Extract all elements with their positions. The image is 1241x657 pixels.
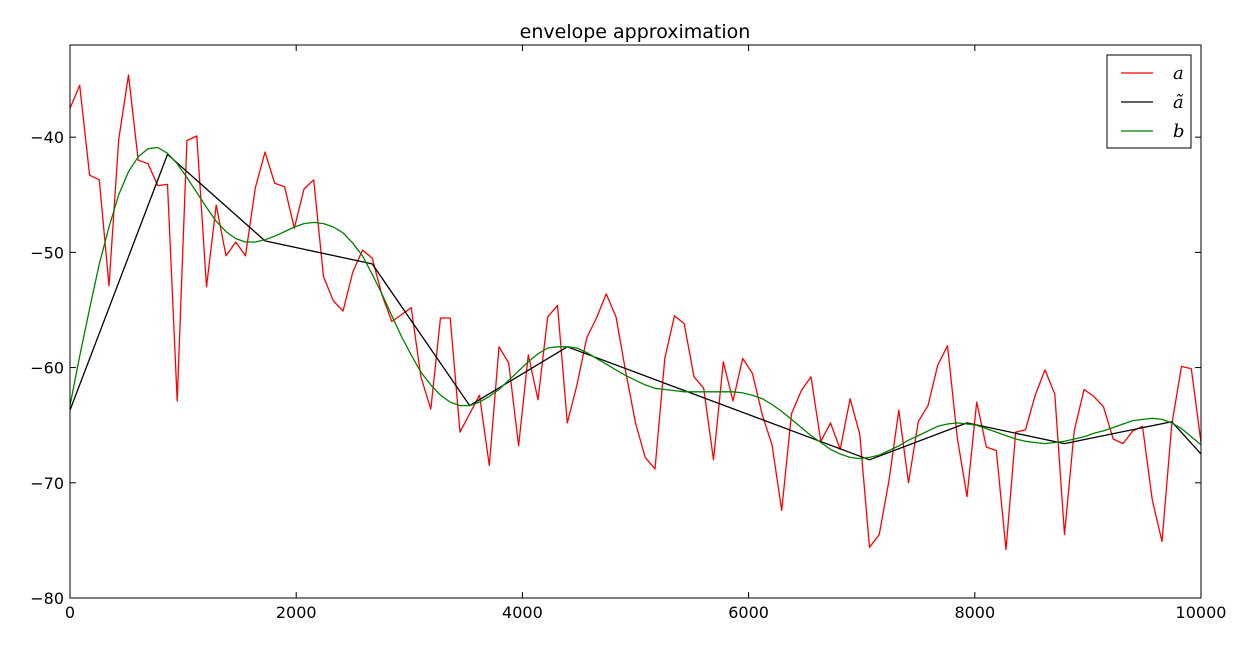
x-tick-label: 6000 xyxy=(728,603,769,622)
chart-title: envelope approximation xyxy=(520,21,751,43)
x-tick-label: 10000 xyxy=(1176,603,1227,622)
series-line-0 xyxy=(70,74,1201,551)
plot-frame xyxy=(69,44,1202,599)
series-line-2 xyxy=(70,146,1201,460)
axes-layer: 0 2000 4000 6000 8000 10000 −80 −70 −60 −50 −40 xyxy=(30,45,1226,622)
legend-label-0: a xyxy=(1173,63,1184,84)
x-tick-label: 8000 xyxy=(954,603,995,622)
legend-label-2: b xyxy=(1173,121,1185,142)
x-tick-label: 0 xyxy=(65,603,75,622)
x-tick-label: 2000 xyxy=(276,603,317,622)
y-tick-label: −80 xyxy=(30,589,64,608)
y-tick-label: −40 xyxy=(30,128,64,147)
series-layer xyxy=(70,74,1201,551)
y-tick-label: −50 xyxy=(30,243,64,262)
y-tick-label: −60 xyxy=(30,359,64,378)
y-tick-label: −70 xyxy=(30,474,64,493)
legend-label-1: ã xyxy=(1173,92,1184,113)
x-tick-label: 4000 xyxy=(502,603,543,622)
legend: aãb xyxy=(1106,54,1192,149)
